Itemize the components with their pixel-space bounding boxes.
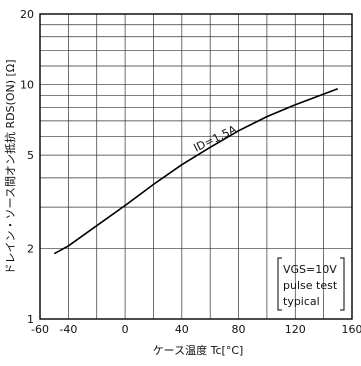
y-tick-label: 20 [20, 8, 34, 21]
conditions-bracket-right [340, 258, 344, 310]
y-tick-label: 1 [27, 313, 34, 326]
x-tick-label: 80 [232, 323, 246, 336]
x-tick-label: 0 [122, 323, 129, 336]
y-axis-title: ドレイン・ソース間オン抵抗 RDS(ON) [Ω] [3, 60, 17, 275]
x-tick-label: -40 [59, 323, 77, 336]
x-tick-label: 160 [342, 323, 361, 336]
conditions-box: VGS=10V pulse test typical [278, 258, 344, 310]
y-tick-label: 5 [27, 149, 34, 162]
x-tick-label: 40 [175, 323, 189, 336]
condition-vgs: VGS=10V [283, 263, 337, 276]
x-tick-label: 120 [285, 323, 306, 336]
conditions-bracket-left [278, 258, 282, 310]
curve-label: ID=1.5A [192, 123, 239, 155]
y-tick-label: 10 [20, 79, 34, 92]
condition-typical: typical [283, 295, 320, 308]
condition-pulse-test: pulse test [283, 279, 338, 292]
x-axis-title: ケース温度 Tc[°C] [153, 343, 244, 357]
y-tick-label: 2 [27, 242, 34, 255]
